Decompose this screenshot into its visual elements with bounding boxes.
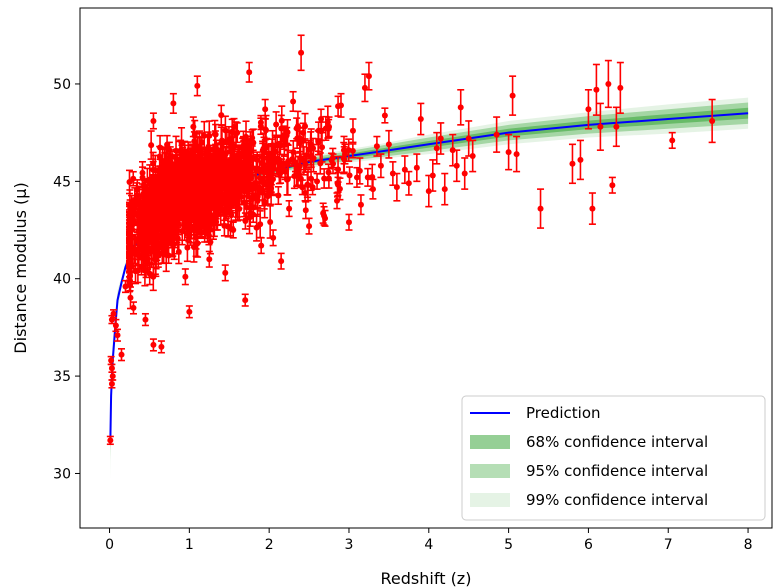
marker (150, 273, 157, 280)
marker (364, 174, 371, 181)
marker (335, 166, 342, 173)
data-point (149, 262, 157, 292)
marker (130, 175, 137, 182)
marker (244, 184, 251, 191)
data-point (364, 167, 372, 187)
marker (321, 175, 328, 182)
marker (294, 167, 301, 174)
marker (242, 218, 249, 225)
data-point (290, 163, 298, 190)
marker (257, 221, 264, 228)
data-point (274, 185, 282, 206)
marker (302, 207, 309, 214)
marker (179, 228, 186, 235)
marker (346, 172, 353, 179)
data-point (381, 107, 389, 124)
data-points (106, 34, 716, 446)
marker (261, 200, 268, 207)
marker (276, 170, 283, 177)
marker (148, 142, 155, 149)
marker (190, 243, 197, 250)
marker (263, 127, 270, 134)
marker (191, 137, 198, 144)
marker (275, 192, 282, 199)
data-point (266, 205, 274, 239)
marker (291, 173, 298, 180)
marker (356, 167, 363, 174)
marker (241, 199, 248, 206)
marker (308, 175, 315, 182)
marker (325, 175, 332, 182)
data-point (278, 158, 286, 179)
data-point (320, 168, 328, 189)
data-point (346, 166, 354, 185)
marker (381, 112, 388, 119)
marker (369, 174, 376, 181)
data-point (190, 231, 198, 263)
data-point (190, 131, 198, 151)
data-point (125, 169, 133, 195)
marker (267, 218, 274, 225)
marker (263, 144, 270, 151)
data-point (241, 212, 249, 230)
data-point (302, 201, 310, 220)
marker (156, 153, 163, 160)
